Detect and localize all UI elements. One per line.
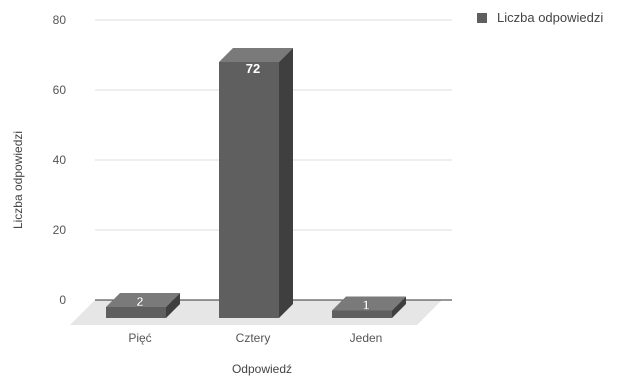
x-tick-label: Cztery — [236, 331, 271, 345]
bar-side — [166, 293, 180, 318]
bar-top — [219, 48, 293, 62]
bar-top — [106, 293, 180, 307]
x-tick-label: Jeden — [350, 331, 383, 345]
x-tick-label: Pięć — [128, 331, 151, 345]
y-tick-label: 60 — [53, 83, 67, 97]
x-axis-label: Odpowiedź — [231, 362, 293, 376]
bar-top — [332, 296, 406, 311]
y-tick-label: 20 — [53, 223, 67, 237]
bar-side — [279, 48, 293, 318]
legend: Liczba odpowiedzi — [477, 10, 603, 25]
data-label: 2 — [136, 294, 143, 309]
bar-front — [106, 307, 166, 318]
y-tick-label: 0 — [59, 293, 66, 307]
y-tick-label: 80 — [53, 13, 67, 27]
data-label: 72 — [246, 61, 260, 76]
bar-front — [219, 62, 279, 318]
bar-front — [332, 310, 392, 318]
y-tick-label: 40 — [53, 153, 67, 167]
bar-side — [392, 296, 406, 318]
y-axis-label: Liczba odpowiedzi — [11, 130, 25, 230]
legend-swatch — [477, 12, 487, 23]
legend-label: Liczba odpowiedzi — [497, 10, 604, 25]
data-label: 1 — [362, 298, 369, 313]
